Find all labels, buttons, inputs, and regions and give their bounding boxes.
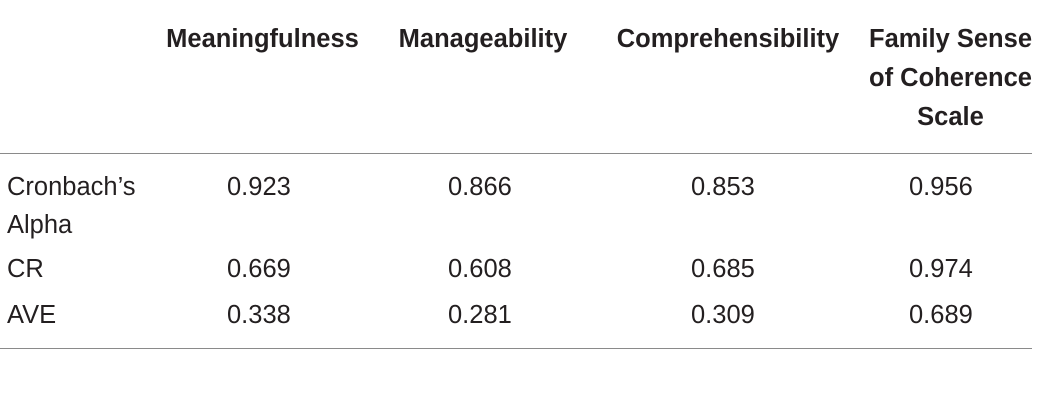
reliability-table: Meaningfulness Manageability Comprehensi… bbox=[0, 8, 1032, 349]
cell-cronbachs-alpha-family-scale: 0.956 bbox=[909, 173, 973, 201]
cell-ave-comprehensibility: 0.309 bbox=[593, 296, 863, 349]
header-corner bbox=[0, 8, 152, 154]
cell-cr-manageability: 0.608 bbox=[448, 255, 512, 283]
row-label-cr: CR bbox=[7, 255, 44, 283]
header-family-sense-of-coherence-scale: Family Sense of Coherence Scale bbox=[863, 8, 1032, 154]
cell-ave-family-scale: 0.689 bbox=[863, 296, 1032, 349]
cell-ave-manageability: 0.281 bbox=[373, 296, 593, 349]
cell-cronbachs-alpha-manageability: 0.866 bbox=[448, 173, 512, 201]
cell-cronbachs-alpha-comprehensibility: 0.853 bbox=[691, 173, 755, 201]
header-manageability: Manageability bbox=[373, 8, 593, 154]
table-row: CR 0.669 0.608 0.685 0.974 bbox=[0, 250, 1032, 296]
header-comprehensibility: Comprehensibility bbox=[593, 8, 863, 154]
cell-cr-meaningfulness: 0.669 bbox=[227, 255, 291, 283]
table-row: AVE 0.338 0.281 0.309 0.689 bbox=[0, 296, 1032, 349]
cell-cr-family-scale: 0.974 bbox=[909, 255, 973, 283]
table-row: Cronbach’s Alpha 0.923 0.866 0.853 0.956 bbox=[0, 154, 1032, 251]
header-meaningfulness: Meaningfulness bbox=[152, 8, 373, 154]
row-label-ave: AVE bbox=[0, 296, 152, 349]
table-body: Cronbach’s Alpha 0.923 0.866 0.853 0.956… bbox=[0, 154, 1032, 349]
row-label-cronbachs-alpha: Cronbach’s Alpha bbox=[7, 173, 136, 239]
header-row: Meaningfulness Manageability Comprehensi… bbox=[0, 8, 1032, 154]
cell-ave-meaningfulness: 0.338 bbox=[152, 296, 373, 349]
table-header: Meaningfulness Manageability Comprehensi… bbox=[0, 8, 1032, 154]
cell-cr-comprehensibility: 0.685 bbox=[691, 255, 755, 283]
cell-cronbachs-alpha-meaningfulness: 0.923 bbox=[227, 173, 291, 201]
